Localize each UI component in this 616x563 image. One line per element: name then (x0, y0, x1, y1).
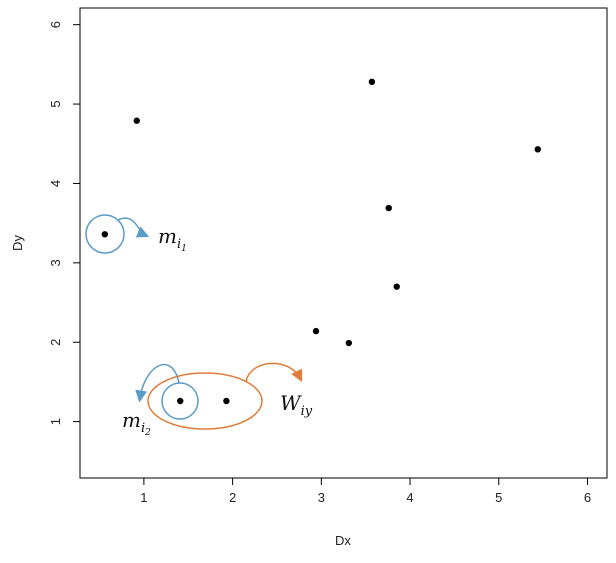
point (345, 339, 353, 347)
point (223, 397, 230, 405)
point (534, 146, 541, 153)
point (133, 117, 140, 124)
point (368, 78, 376, 86)
point (393, 283, 400, 290)
y-tick-label: 5 (48, 100, 63, 107)
annotation: mi2 (122, 408, 151, 438)
arrow (117, 217, 150, 238)
x-tick-label: 3 (318, 490, 325, 505)
x-tick-label: 2 (229, 490, 236, 505)
x-tick-label: 5 (495, 490, 502, 505)
x-tick-label: 4 (406, 490, 413, 505)
highlight-ellipse (147, 372, 263, 430)
x-axis-label: Dx (335, 533, 351, 548)
y-tick-label: 3 (48, 259, 63, 266)
plot-box (79, 7, 608, 479)
point (101, 231, 109, 238)
y-tick-label: 2 (48, 339, 63, 346)
highlight-circle (161, 382, 199, 420)
y-axis-label: Dy (10, 235, 25, 251)
point (385, 204, 392, 212)
y-tick-label: 1 (48, 418, 63, 425)
y-tick-label: 4 (48, 180, 63, 187)
arrow (245, 362, 303, 383)
annotation: mi1 (158, 224, 187, 254)
x-tick-label: 1 (140, 490, 147, 505)
highlight-circle (85, 214, 125, 254)
y-tick-label: 6 (48, 21, 63, 28)
annotation: Wiy (280, 391, 313, 419)
x-tick-label: 6 (584, 490, 591, 505)
point (177, 397, 184, 405)
point (312, 327, 320, 335)
arrow (135, 363, 180, 403)
